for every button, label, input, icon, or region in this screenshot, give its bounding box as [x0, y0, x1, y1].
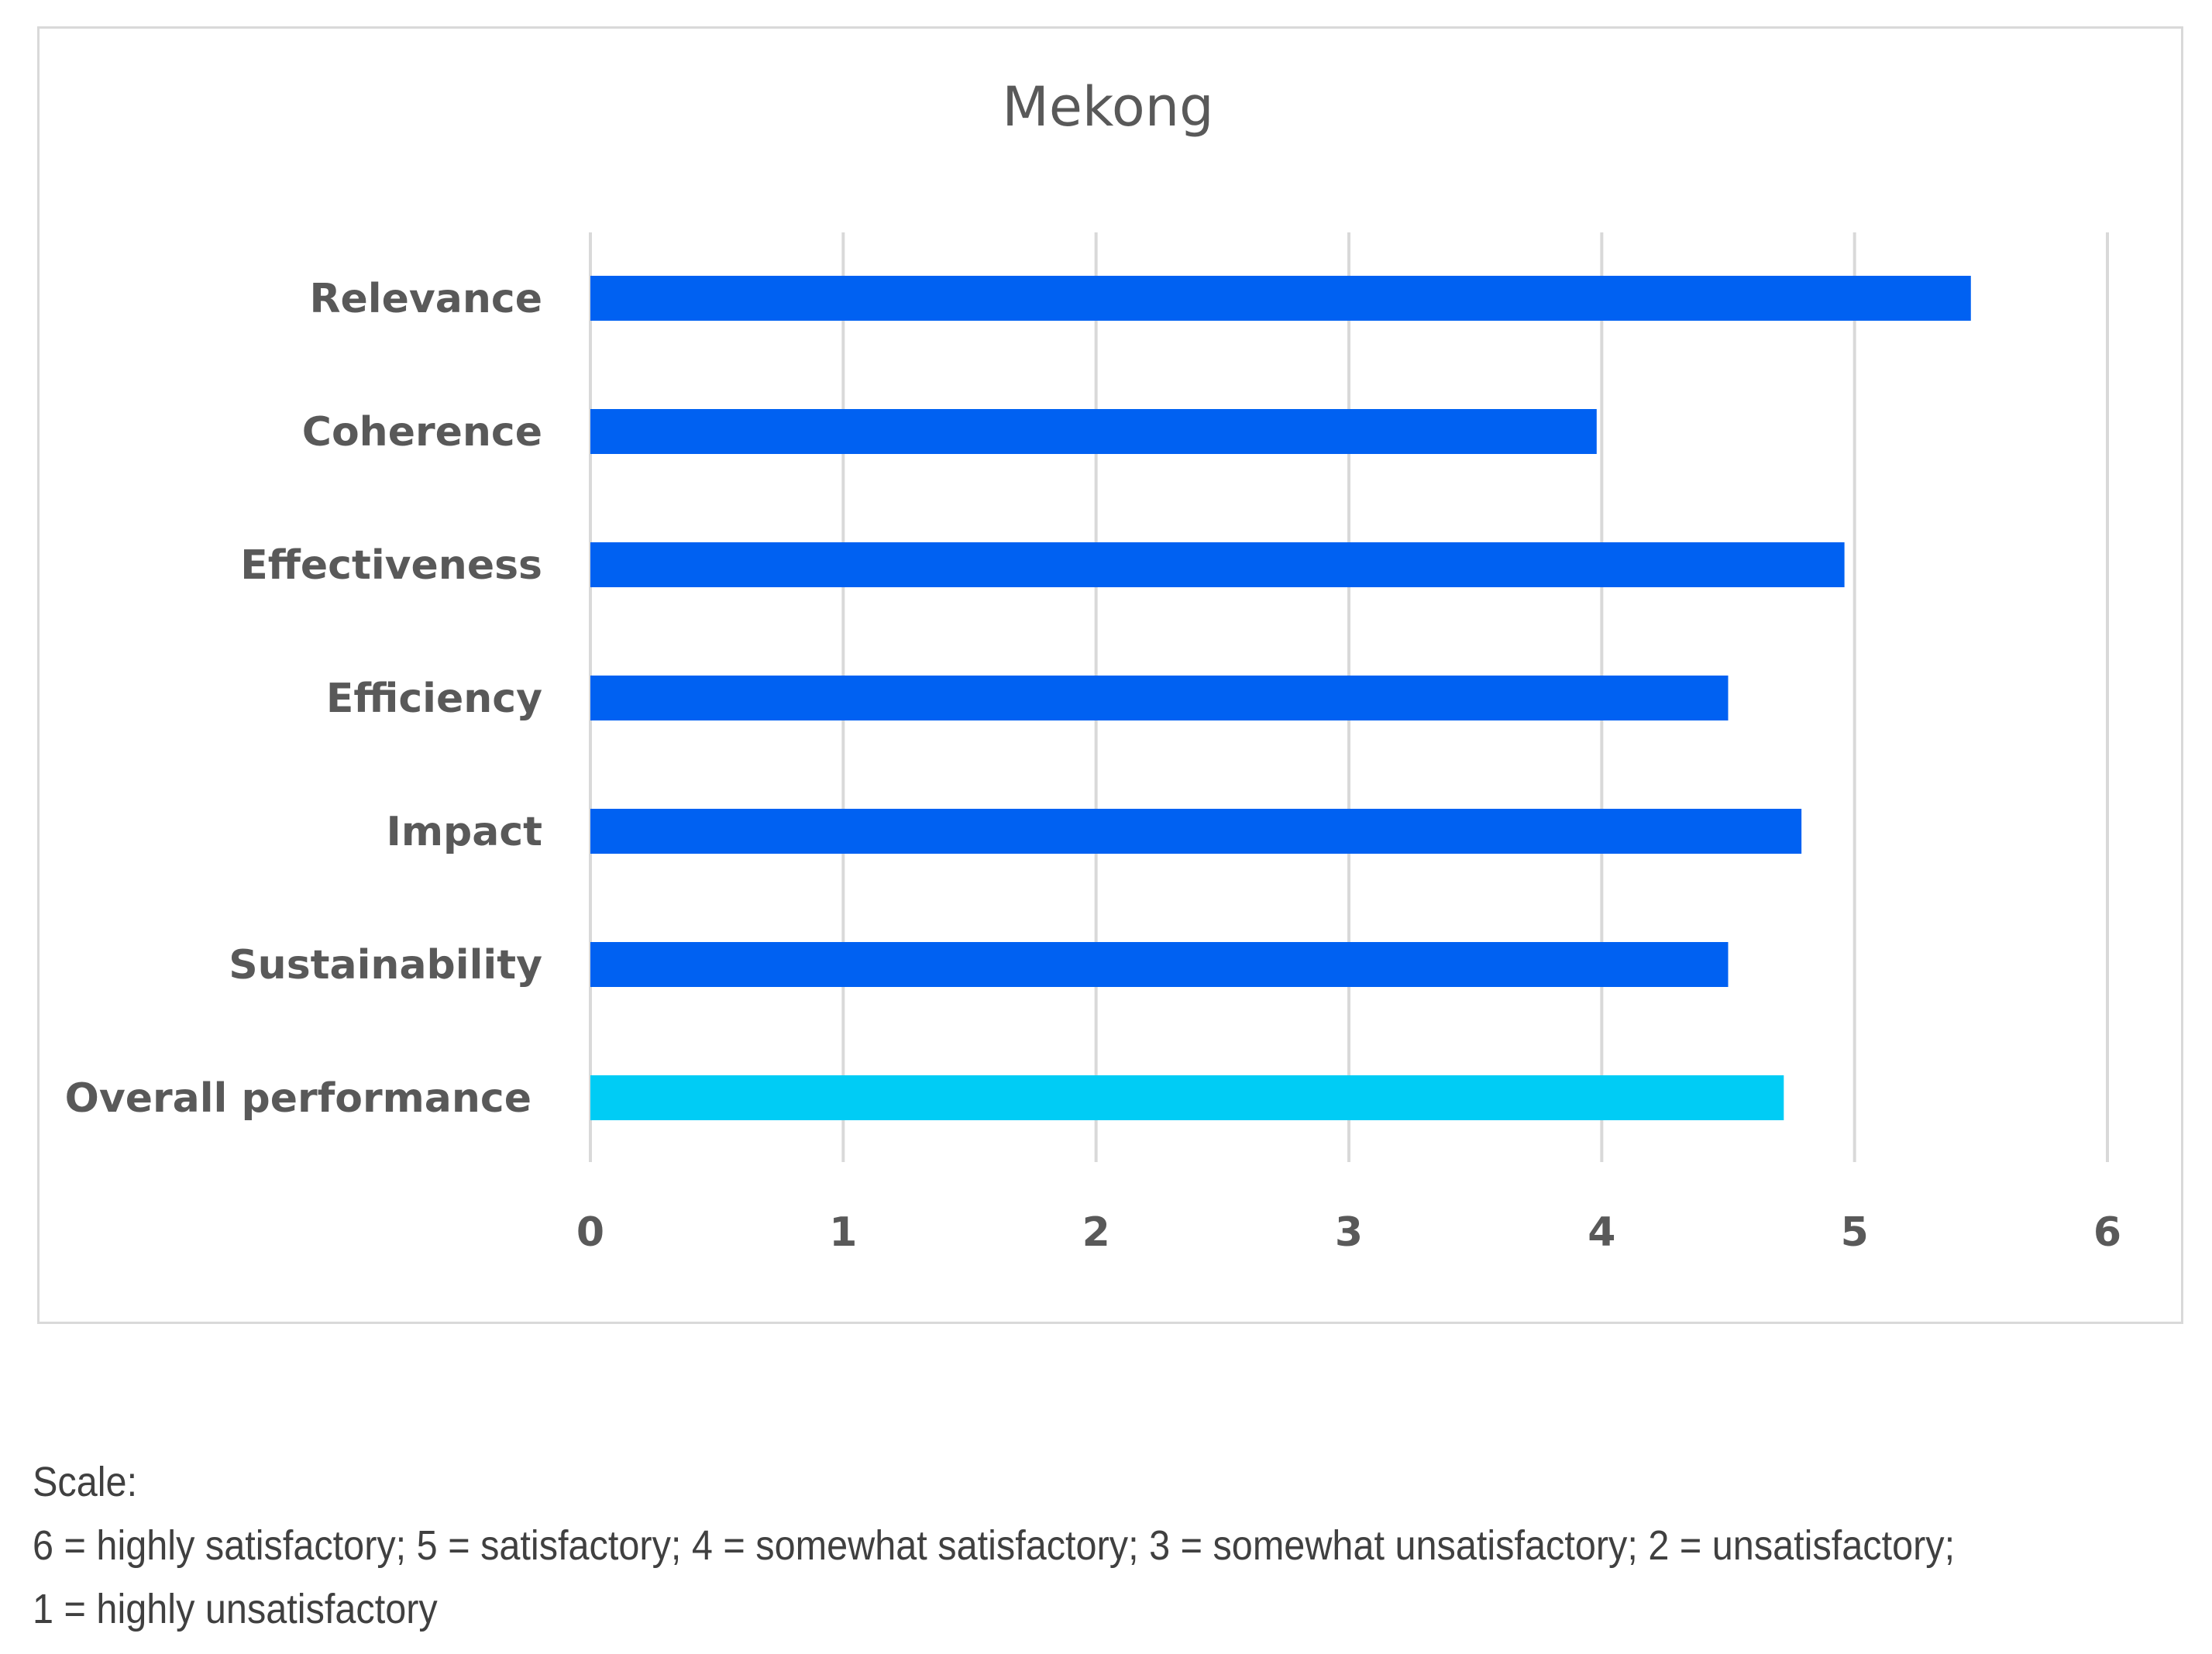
- x-tick-label-0: 0: [576, 1209, 604, 1256]
- bar-effectiveness: [590, 542, 1845, 587]
- x-tick-label-5: 5: [1841, 1209, 1869, 1256]
- category-label-impact: Impact: [386, 809, 542, 855]
- category-labels: Relevance Coherence Effectiveness Efficienc…: [65, 276, 542, 1122]
- category-label-relevance: Relevance: [310, 276, 543, 322]
- bar-relevance: [590, 276, 1971, 321]
- scale-heading: Scale:: [33, 1459, 138, 1505]
- bar-impact: [590, 809, 1802, 854]
- category-label-efficiency: Efficiency: [326, 676, 542, 722]
- bar-sustainability: [590, 942, 1729, 987]
- bars: [590, 276, 1971, 1120]
- category-label-effectiveness: Effectiveness: [240, 542, 542, 589]
- bar-chart: Mekong Relevance Coherence Effectiveness Ef…: [65, 75, 2121, 1256]
- x-tick-label-3: 3: [1335, 1209, 1363, 1256]
- bar-coherence: [590, 409, 1597, 454]
- category-label-overall-performance: Overall performance: [65, 1075, 531, 1122]
- x-tick-label-1: 1: [829, 1209, 857, 1256]
- x-tick-label-6: 6: [2093, 1209, 2121, 1256]
- category-label-coherence: Coherence: [302, 409, 542, 456]
- x-tick-label-2: 2: [1082, 1209, 1110, 1256]
- scale-note: Scale: 6 = highly satisfactory; 5 = sati…: [33, 1450, 1971, 1641]
- category-label-sustainability: Sustainability: [229, 942, 542, 989]
- x-axis-ticks: 0 1 2 3 4 5 6: [576, 1209, 2121, 1256]
- scale-line-2: 1 = highly unsatisfactory: [33, 1586, 438, 1632]
- scale-line-1: 6 = highly satisfactory; 5 = satisfactor…: [33, 1522, 1956, 1569]
- chart-title: Mekong: [1002, 75, 1213, 139]
- bar-efficiency: [590, 676, 1729, 720]
- x-tick-label-4: 4: [1588, 1209, 1615, 1256]
- bar-overall-performance: [590, 1075, 1784, 1120]
